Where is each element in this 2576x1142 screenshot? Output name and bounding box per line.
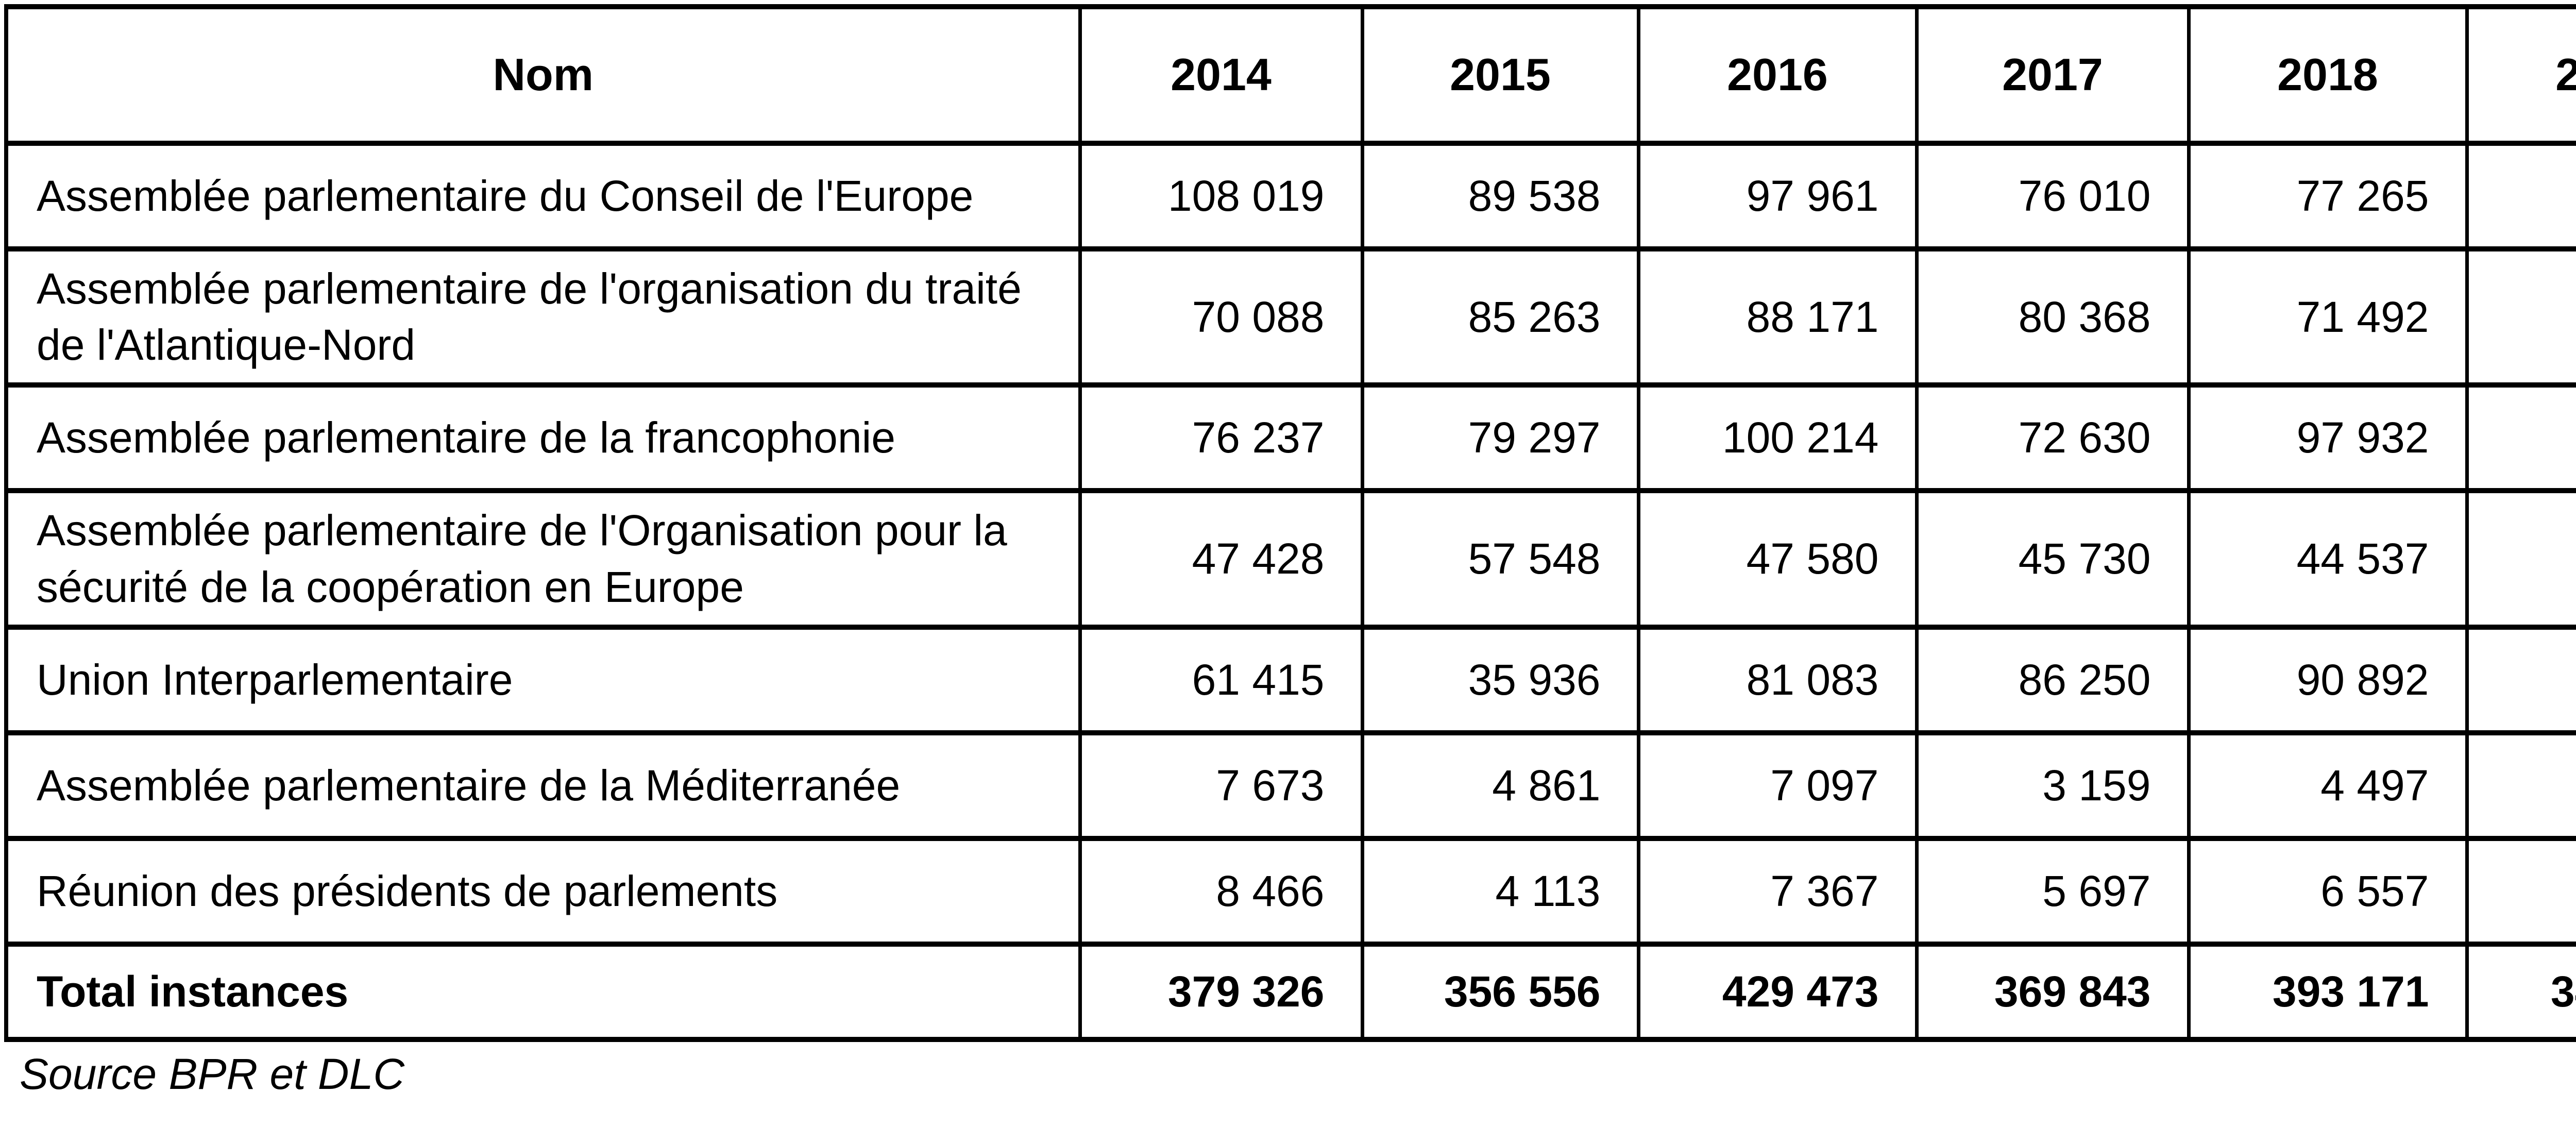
table-row: Assemblée parlementaire de l'organisatio… — [4, 246, 2576, 388]
header-row: Nom201420152016201720182019Variation 201… — [4, 4, 2576, 146]
value-cell: 44 537 — [2187, 488, 2469, 630]
value-cell: 72 972 — [2465, 246, 2576, 388]
value-cell: 369 843 — [1914, 941, 2191, 1042]
table-row: Assemblée parlementaire de la Méditerran… — [4, 730, 2576, 841]
value-cell: 97 932 — [2187, 382, 2469, 494]
table-row: Assemblée parlementaire de la francophon… — [4, 382, 2576, 494]
value-cell: 90 892 — [2187, 624, 2469, 735]
value-cell: 6 557 — [2187, 835, 2469, 947]
value-cell: 4 113 — [1360, 835, 1640, 947]
value-cell: 45 730 — [1914, 488, 2191, 630]
total-label: Total instances — [4, 941, 1082, 1042]
value-cell: 100 214 — [1636, 382, 1919, 494]
value-cell: 47 428 — [1078, 488, 1364, 630]
value-cell: 88 171 — [1636, 246, 1919, 388]
column-header-2016: 2016 — [1636, 4, 1919, 146]
value-cell: 4 861 — [1360, 730, 1640, 841]
value-cell: 80 368 — [1914, 246, 2191, 388]
value-cell: 86 308 — [2465, 141, 2576, 251]
value-cell: 108 019 — [1078, 141, 1364, 251]
value-cell: 57 548 — [1360, 488, 1640, 630]
value-cell: 71 492 — [2187, 246, 2469, 388]
value-cell: 5 697 — [1914, 835, 2191, 947]
value-cell: 70 088 — [1078, 246, 1364, 388]
value-cell: 2 325 — [2465, 835, 2576, 947]
row-name: Assemblée parlementaire de la francophon… — [4, 382, 1082, 494]
value-cell: 76 237 — [1078, 382, 1364, 494]
table-row: Union Interparlementaire 61 415 35 936 81 0… — [4, 624, 2576, 735]
row-name: Assemblée parlementaire de l'Organisatio… — [4, 488, 1082, 630]
value-cell: 35 936 — [1360, 624, 1640, 735]
value-cell: 7 097 — [1636, 730, 1919, 841]
row-name: Assemblée parlementaire du Conseil de l'… — [4, 141, 1082, 251]
total-row: Total instances 379 326 356 556 429 473 369 … — [4, 941, 2576, 1042]
table-row: Réunion des présidents de parlements 8 46… — [4, 835, 2576, 947]
value-cell: 4 497 — [2187, 730, 2469, 841]
value-cell: 393 171 — [2187, 941, 2469, 1042]
instances-table: Nom201420152016201720182019Variation 201… — [4, 4, 2576, 1042]
value-cell: 349 904 — [2465, 941, 2576, 1042]
value-cell: 7 367 — [1636, 835, 1919, 947]
value-cell: 35 984 — [2465, 488, 2576, 630]
column-header-2018: 2018 — [2187, 4, 2469, 146]
value-cell: 61 415 — [1078, 624, 1364, 735]
column-header-nom: Nom — [4, 4, 1082, 146]
value-cell: 3 159 — [1914, 730, 2191, 841]
row-name: Assemblée parlementaire de la Méditerran… — [4, 730, 1082, 841]
column-header-2017: 2017 — [1914, 4, 2191, 146]
value-cell: 0 — [2465, 730, 2576, 841]
value-cell: 429 473 — [1636, 941, 1919, 1042]
row-name: Assemblée parlementaire de l'organisatio… — [4, 246, 1082, 388]
source-note: Source BPR et DLC — [20, 1049, 404, 1098]
value-cell: 8 466 — [1078, 835, 1364, 947]
column-header-2014: 2014 — [1078, 4, 1364, 146]
row-name: Union Interparlementaire — [4, 624, 1082, 735]
value-cell: 66 978 — [2465, 382, 2576, 494]
value-cell: 79 297 — [1360, 382, 1640, 494]
table-row: Assemblée parlementaire du Conseil de l'… — [4, 141, 2576, 251]
table-row: Assemblée parlementaire de l'Organisatio… — [4, 488, 2576, 630]
table-body: Assemblée parlementaire du Conseil de l'… — [4, 141, 2576, 1042]
value-cell: 76 010 — [1914, 141, 2191, 251]
column-header-2015: 2015 — [1360, 4, 1640, 146]
value-cell: 81 083 — [1636, 624, 1919, 735]
value-cell: 85 337 — [2465, 624, 2576, 735]
column-header-2019: 2019 — [2465, 4, 2576, 146]
value-cell: 77 265 — [2187, 141, 2469, 251]
value-cell: 356 556 — [1360, 941, 1640, 1042]
value-cell: 72 630 — [1914, 382, 2191, 494]
row-name: Réunion des présidents de parlements — [4, 835, 1082, 947]
value-cell: 47 580 — [1636, 488, 1919, 630]
value-cell: 85 263 — [1360, 246, 1640, 388]
value-cell: 7 673 — [1078, 730, 1364, 841]
value-cell: 379 326 — [1078, 941, 1364, 1042]
value-cell: 97 961 — [1636, 141, 1919, 251]
value-cell: 86 250 — [1914, 624, 2191, 735]
value-cell: 89 538 — [1360, 141, 1640, 251]
